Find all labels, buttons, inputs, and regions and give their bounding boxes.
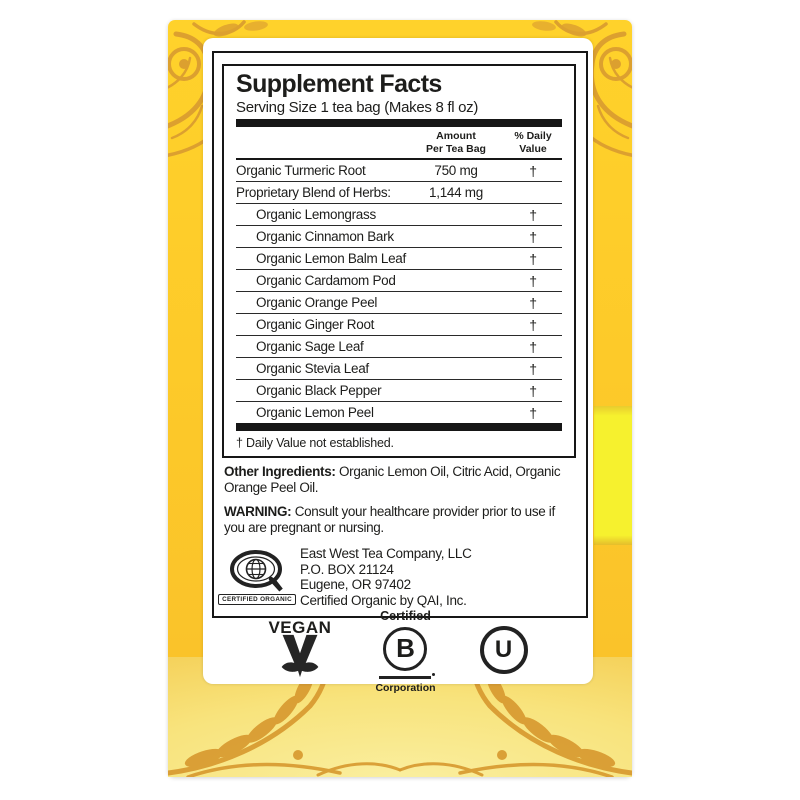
- ingredient-row: Organic Lemongrass †: [236, 204, 562, 227]
- ingredient-row: Organic Sage Leaf †: [236, 336, 562, 359]
- supplement-label: Supplement Facts Serving Size 1 tea bag …: [203, 38, 593, 693]
- divider-bar-thick: [236, 119, 562, 128]
- ingredient-daily-value: †: [529, 250, 537, 267]
- ingredient-amount: 750 mg: [434, 163, 478, 179]
- ingredient-name: Proprietary Blend of Herbs:: [236, 185, 391, 201]
- column-header-row: Amount Per Tea Bag % Daily Value: [236, 127, 562, 161]
- warning: WARNING: Consult your healthcare provide…: [224, 504, 574, 536]
- ingredient-row: Organic Ginger Root †: [236, 314, 562, 337]
- certification-badges: VEGAN Certified B Corporation: [203, 610, 593, 693]
- ingredient-name: Organic Orange Peel: [256, 295, 378, 311]
- bcorp-corporation-label: Corporation: [375, 681, 436, 694]
- ingredient-daily-value: †: [529, 228, 537, 245]
- divider-bar-thick: [236, 423, 562, 432]
- ingredient-amount: 1,144 mg: [429, 185, 483, 201]
- qai-organic-logo: CERTIFIED ORGANIC: [218, 546, 296, 608]
- ingredient-row: Proprietary Blend of Herbs: 1,144 mg: [236, 182, 562, 205]
- ingredient-name: Organic Ginger Root: [256, 317, 375, 333]
- address-line4: Certified Organic by QAI, Inc.: [300, 592, 467, 608]
- ingredient-daily-value: †: [529, 338, 537, 355]
- address-line2: P.O. BOX 21124: [300, 561, 394, 577]
- ingredient-name: Organic Stevia Leaf: [256, 361, 369, 377]
- ingredient-daily-value: †: [529, 162, 537, 179]
- bcorp-circle-b-icon: B: [383, 626, 428, 671]
- amount-header-line1: Amount: [436, 130, 476, 143]
- ingredient-name: Organic Lemongrass: [256, 207, 376, 223]
- vegan-label: VEGAN: [268, 618, 332, 637]
- ingredient-name: Organic Cinnamon Bark: [256, 229, 394, 245]
- ingredient-row: Organic Orange Peel †: [236, 292, 562, 315]
- other-ingredients: Other Ingredients: Organic Lemon Oil, Ci…: [224, 464, 574, 496]
- vegan-v-icon: [281, 634, 319, 678]
- ingredient-daily-value: †: [529, 360, 537, 377]
- daily-value-footnote: † Daily Value not established.: [236, 436, 394, 451]
- address-line3: Eugene, OR 97402: [300, 577, 411, 593]
- ingredient-daily-value: †: [529, 272, 537, 289]
- warning-text: Consult your healthcare provider prior t…: [224, 504, 555, 536]
- ingredient-row: Organic Cinnamon Bark †: [236, 226, 562, 249]
- ingredient-daily-value: †: [529, 206, 537, 223]
- ingredient-row: Organic Turmeric Root 750 mg †: [236, 160, 562, 183]
- amount-column-header: Amount Per Tea Bag: [408, 130, 504, 155]
- facts-rows: Organic Turmeric Root 750 mg † Proprieta…: [236, 160, 562, 423]
- serving-size: Serving Size 1 tea bag (Makes 8 fl oz): [236, 99, 479, 116]
- ingredient-name: Organic Sage Leaf: [256, 339, 364, 355]
- ingredient-name: Organic Lemon Balm Leaf: [256, 251, 406, 267]
- ingredient-name: Organic Cardamom Pod: [256, 273, 396, 289]
- address-text: East West Tea Company, LLC P.O. BOX 2112…: [290, 546, 472, 608]
- ingredient-row: Organic Lemon Balm Leaf †: [236, 248, 562, 271]
- ingredient-daily-value: †: [529, 316, 537, 333]
- other-ingredients-text: Organic Lemon Oil, Citric Acid, Organic …: [224, 464, 561, 496]
- ingredient-name: Organic Turmeric Root: [236, 163, 366, 179]
- supplement-facts-box: Supplement Facts Serving Size 1 tea bag …: [222, 64, 576, 459]
- ingredient-name: Organic Lemon Peel: [256, 405, 374, 421]
- manufacturer-block: CERTIFIED ORGANIC East West Tea Company,…: [218, 546, 574, 616]
- ingredient-name: Organic Black Pepper: [256, 383, 382, 399]
- dv-header-line2: Value: [519, 142, 547, 155]
- ingredient-daily-value: †: [529, 294, 537, 311]
- qai-seal-icon: [230, 550, 283, 592]
- amount-header-line2: Per Tea Bag: [426, 142, 486, 155]
- warning-label: WARNING:: [224, 504, 292, 520]
- daily-value-column-header: % Daily Value: [504, 130, 562, 155]
- dv-header-line1: % Daily: [514, 130, 552, 143]
- bcorp-letter: B: [396, 633, 415, 663]
- side-flap-strip: [594, 406, 632, 545]
- ingredient-daily-value: †: [529, 404, 537, 421]
- facts-title: Supplement Facts: [236, 70, 442, 98]
- ingredient-row: Organic Lemon Peel †: [236, 402, 562, 423]
- bcorp-badge: Certified B Corporation: [375, 610, 435, 693]
- vegan-badge: VEGAN: [268, 610, 331, 678]
- bcorp-certified-label: Certified: [380, 609, 431, 623]
- kosher-circle-u-icon: U: [479, 626, 528, 674]
- bcorp-underline: [379, 672, 436, 679]
- tea-box-back-panel: Supplement Facts Serving Size 1 tea bag …: [168, 20, 632, 777]
- other-ingredients-label: Other Ingredients:: [224, 464, 336, 480]
- kosher-ou-badge: U: [479, 610, 528, 674]
- label-outer-box: Supplement Facts Serving Size 1 tea bag …: [212, 51, 588, 619]
- kosher-letter: U: [494, 636, 513, 663]
- ingredient-row: Organic Black Pepper †: [236, 380, 562, 403]
- ingredient-row: Organic Cardamom Pod †: [236, 270, 562, 293]
- address-line1: East West Tea Company, LLC: [300, 546, 472, 562]
- ingredient-daily-value: †: [529, 382, 537, 399]
- qai-caption: CERTIFIED ORGANIC: [218, 594, 296, 606]
- ingredient-row: Organic Stevia Leaf †: [236, 358, 562, 381]
